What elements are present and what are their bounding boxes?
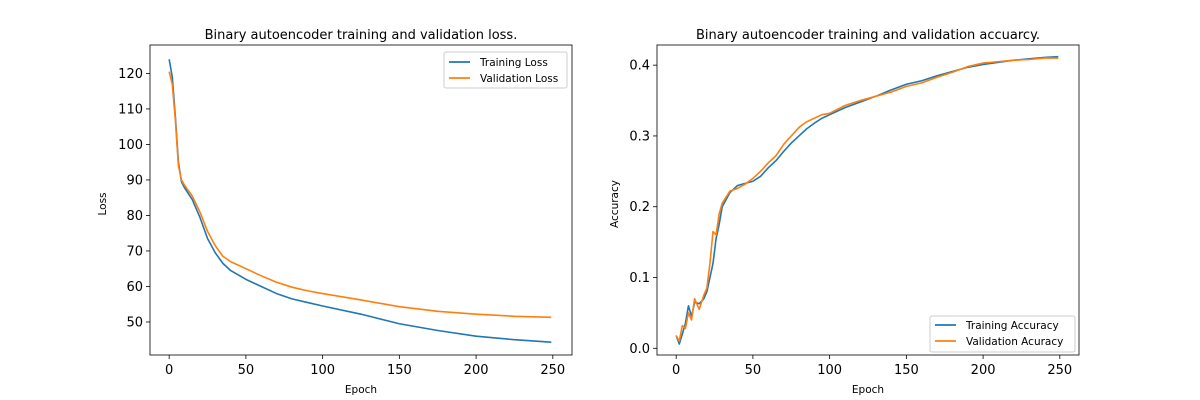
loss-y-tick-label: 60 [126,280,143,295]
loss-y-tick-label: 100 [118,138,143,153]
loss-x-tick-label: 250 [540,363,565,378]
loss-subplot: Binary autoencoder training and validati… [97,28,573,396]
loss-plot-area: 0 50 100 150 200 250 50 60 70 80 90 100 110 120 [118,44,573,378]
accuracy-legend-label-training: Training Accuracy [965,320,1059,332]
accuracy-legend: Training Accuracy Validation Acuracy [929,315,1076,353]
accuracy-x-tick-label: 250 [1047,363,1072,378]
accuracy-legend-label-validation: Validation Acuracy [966,336,1063,348]
accuracy-y-tick-label: 0.4 [629,59,650,74]
loss-y-tick-label: 120 [118,67,143,82]
loss-y-tick-label: 90 [126,173,143,188]
accuracy-subplot: Binary autoencoder training and validati… [609,28,1080,396]
loss-legend-label-validation: Validation Loss [480,73,558,85]
accuracy-x-tick-label: 50 [745,363,762,378]
accuracy-x-tick-label: 150 [894,363,919,378]
loss-y-tick-label: 70 [126,244,143,259]
loss-y-tick-label: 80 [126,209,143,224]
loss-y-tick-label: 50 [126,315,143,330]
loss-legend-frame [443,51,568,89]
loss-chart-title: Binary autoencoder training and validati… [205,28,518,43]
accuracy-legend-frame [929,315,1076,353]
accuracy-plot-area: 0 50 100 150 200 250 0.0 0.1 0.2 0.3 0.4 [629,44,1080,378]
accuracy-y-tick-label: 0.0 [629,342,650,357]
loss-x-tick-label: 200 [464,363,489,378]
accuracy-y-tick-label: 0.2 [629,200,650,215]
accuracy-x-tick-label: 100 [817,363,842,378]
loss-y-axis-label: Loss [97,192,109,215]
loss-y-tick-label: 110 [118,102,143,117]
loss-legend: Training Loss Validation Loss [443,51,568,89]
loss-x-tick-label: 150 [387,363,412,378]
loss-axes-frame [149,44,573,356]
loss-series-line-validation [168,71,552,319]
accuracy-y-axis-label: Accuracy [609,180,621,228]
accuracy-x-axis-label: Epoch [852,384,884,396]
loss-x-axis-label: Epoch [345,384,377,396]
loss-legend-label-training: Training Loss [479,57,548,69]
accuracy-series-line-validation [675,57,1059,342]
loss-x-tick-label: 50 [238,363,255,378]
loss-x-tick-label: 0 [165,363,173,378]
accuracy-x-tick-label: 200 [971,363,996,378]
accuracy-chart-title: Binary autoencoder training and validati… [696,28,1040,43]
accuracy-y-tick-label: 0.3 [629,129,650,144]
loss-x-tick-label: 100 [310,363,335,378]
accuracy-axes-frame [656,44,1080,356]
accuracy-y-tick-label: 0.1 [629,271,650,286]
accuracy-x-tick-label: 0 [672,363,680,378]
